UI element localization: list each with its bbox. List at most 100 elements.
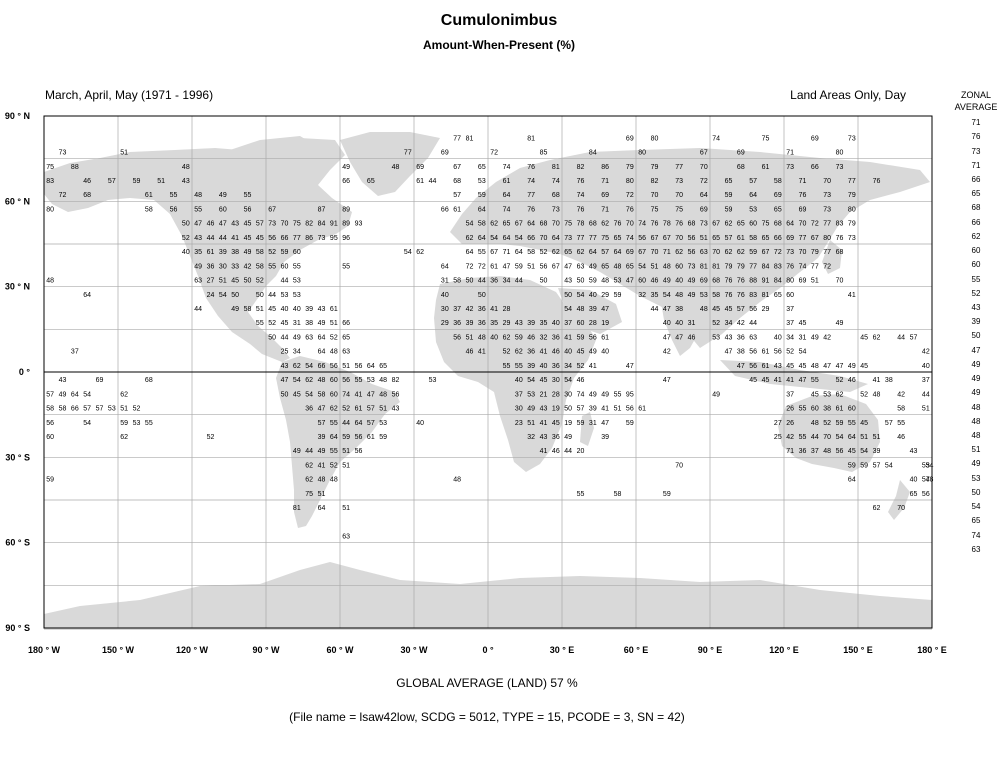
grid-cell-value: 55	[342, 263, 350, 270]
grid-cell-value: 36	[737, 334, 745, 341]
grid-cell-value: 41	[540, 349, 548, 356]
grid-cell-value: 70	[651, 249, 659, 256]
grid-cell-value: 76	[527, 206, 535, 213]
grid-cell-value: 51	[527, 420, 535, 427]
grid-cell-value: 46	[688, 334, 696, 341]
grid-cell-value: 42	[663, 349, 671, 356]
grid-cell-value: 50	[540, 278, 548, 285]
grid-cell-value: 67	[453, 164, 461, 171]
grid-cell-value: 50	[478, 292, 486, 299]
grid-cell-value: 52	[860, 391, 868, 398]
grid-cell-value: 48	[478, 334, 486, 341]
grid-cell-value: 45	[749, 377, 757, 384]
grid-cell-value: 46	[651, 278, 659, 285]
grid-cell-value: 43	[281, 363, 289, 370]
grid-cell-value: 70	[626, 221, 634, 228]
grid-cell-value: 68	[552, 192, 560, 199]
grid-cell-value: 59	[614, 292, 622, 299]
grid-cell-value: 43	[725, 334, 733, 341]
grid-cell-value: 49	[244, 249, 252, 256]
zonal-average-value: 55	[971, 274, 981, 284]
grid-cell-value: 62	[120, 434, 128, 441]
grid-cell-value: 26	[786, 420, 794, 427]
grid-cell-value: 39	[318, 434, 326, 441]
grid-cell-value: 72	[59, 192, 67, 199]
grid-cell-value: 64	[614, 249, 622, 256]
grid-cell-value: 48	[46, 278, 54, 285]
grid-cell-value: 78	[663, 221, 671, 228]
zonal-average-value: 47	[971, 345, 981, 355]
grid-cell-value: 71	[799, 178, 807, 185]
grid-cell-value: 72	[823, 263, 831, 270]
longitude-label: 60 ° W	[326, 645, 354, 655]
grid-cell-value: 40	[182, 249, 190, 256]
grid-cell-value: 56	[244, 206, 252, 213]
grid-cell-value: 49	[811, 334, 819, 341]
grid-cell-value: 59	[836, 420, 844, 427]
longitude-label: 60 ° E	[624, 645, 649, 655]
grid-cell-value: 62	[577, 249, 585, 256]
grid-cell-value: 73	[848, 235, 856, 242]
grid-cell-value: 49	[231, 306, 239, 313]
grid-cell-value: 54	[799, 349, 807, 356]
grid-cell-value: 68	[737, 164, 745, 171]
grid-cell-value: 64	[478, 235, 486, 242]
grid-cell-value: 62	[416, 249, 424, 256]
grid-cell-value: 41	[540, 420, 548, 427]
grid-cell-value: 70	[799, 221, 807, 228]
grid-cell-value: 28	[589, 320, 597, 327]
grid-cell-value: 73	[268, 221, 276, 228]
grid-cell-value: 19	[564, 420, 572, 427]
grid-cell-value: 48	[823, 448, 831, 455]
grid-cell-value: 56	[46, 420, 54, 427]
grid-cell-value: 39	[873, 448, 881, 455]
grid-cell-value: 64	[355, 420, 363, 427]
grid-cell-value: 39	[466, 320, 474, 327]
grid-cell-value: 49	[712, 391, 720, 398]
grid-cell-value: 59	[725, 192, 733, 199]
grid-cell-value: 47	[823, 363, 831, 370]
grid-cell-value: 64	[589, 249, 597, 256]
grid-cell-value: 60	[293, 249, 301, 256]
grid-cell-value: 91	[762, 278, 770, 285]
grid-cell-value: 65	[762, 235, 770, 242]
grid-cell-value: 87	[318, 206, 326, 213]
grid-cell-value: 37	[515, 391, 523, 398]
zonal-average-value: 71	[971, 160, 981, 170]
grid-cell-value: 26	[786, 406, 794, 413]
grid-cell-value: 65	[774, 292, 782, 299]
grid-cell-value: 56	[688, 235, 696, 242]
grid-cell-value: 70	[675, 192, 683, 199]
grid-cell-value: 37	[564, 320, 572, 327]
grid-cell-value: 65	[712, 235, 720, 242]
grid-cell-value: 84	[318, 221, 326, 228]
grid-cell-value: 56	[330, 363, 338, 370]
region-label: Land Areas Only, Day	[790, 88, 906, 102]
grid-cell-value: 53	[922, 462, 930, 469]
grid-cell-value: 58	[256, 249, 264, 256]
grid-cell-value: 75	[601, 235, 609, 242]
zonal-average-value: 39	[971, 317, 981, 327]
grid-cell-value: 48	[873, 391, 881, 398]
grid-cell-value: 66	[281, 235, 289, 242]
grid-cell-value: 54	[860, 448, 868, 455]
grid-cell-value: 80	[836, 150, 844, 157]
grid-cell-value: 55	[503, 363, 511, 370]
grid-cell-value: 60	[281, 263, 289, 270]
grid-cell-value: 39	[527, 363, 535, 370]
longitude-label: 90 ° E	[698, 645, 723, 655]
grid-cell-value: 47	[663, 377, 671, 384]
grid-cell-value: 50	[564, 406, 572, 413]
grid-cell-value: 59	[281, 249, 289, 256]
grid-cell-value: 72	[490, 150, 498, 157]
grid-cell-value: 57	[873, 462, 881, 469]
grid-cell-value: 42	[737, 320, 745, 327]
grid-cell-value: 66	[318, 363, 326, 370]
grid-cell-value: 50	[256, 292, 264, 299]
grid-cell-value: 66	[441, 206, 449, 213]
grid-cell-value: 38	[305, 320, 313, 327]
grid-cell-value: 81	[712, 263, 720, 270]
grid-cell-value: 55	[256, 320, 264, 327]
grid-cell-value: 51	[922, 406, 930, 413]
grid-cell-value: 48	[700, 306, 708, 313]
